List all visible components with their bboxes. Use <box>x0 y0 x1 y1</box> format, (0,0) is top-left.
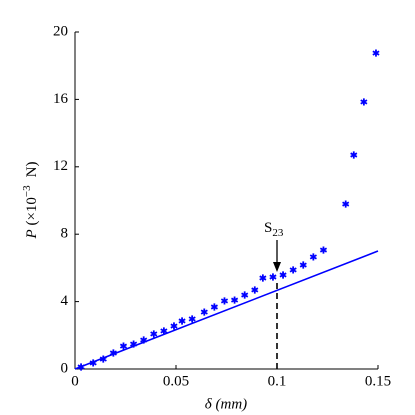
data-point <box>342 200 350 208</box>
data-point <box>99 355 107 363</box>
y-tick-label: 20 <box>53 23 68 39</box>
y-label-prefix: (×10 <box>24 197 40 225</box>
fit-line <box>74 250 379 370</box>
data-point <box>360 98 368 106</box>
data-point <box>299 261 307 269</box>
y-label-symbol: P <box>24 229 40 239</box>
data-point <box>150 330 158 338</box>
data-point <box>289 266 297 274</box>
data-point <box>269 273 277 281</box>
x-tick-label: 0.05 <box>163 373 189 389</box>
y-axis-label-text: P (×10−3 N) <box>21 162 41 240</box>
x-axis-label: δ (mm) <box>205 396 247 412</box>
data-point <box>140 336 148 344</box>
data-point <box>319 246 328 254</box>
data-point <box>279 271 287 279</box>
data-point <box>230 296 239 304</box>
y-tick-label: 16 <box>53 91 69 107</box>
annotation-subscript: 23 <box>272 227 284 239</box>
data-point <box>119 342 128 350</box>
data-point <box>350 151 358 159</box>
data-point <box>188 315 196 323</box>
data-point <box>309 253 317 261</box>
y-tick-label: 4 <box>61 293 69 309</box>
y-tick-label: 8 <box>61 226 69 242</box>
x-tick-label: 0.1 <box>268 373 287 389</box>
data-point <box>372 49 380 57</box>
annotation-text: S <box>264 220 272 236</box>
data-point <box>241 291 249 299</box>
data-point <box>259 274 267 282</box>
x-tick-label: 0.15 <box>365 373 391 389</box>
data-point <box>109 349 117 357</box>
data-point <box>160 327 168 335</box>
y-tick-label: 0 <box>61 360 69 376</box>
annotation-label: S23 <box>264 220 284 238</box>
data-point <box>200 308 208 316</box>
y-tick-label: 12 <box>53 158 68 174</box>
annotation-arrowhead <box>273 262 281 272</box>
data-point <box>251 286 259 294</box>
data-point <box>77 363 85 371</box>
data-point <box>220 297 229 305</box>
data-point <box>170 322 178 330</box>
y-axis-label: P (×10−3 N) <box>21 162 41 240</box>
data-point <box>89 359 97 367</box>
x-tick-label: 0 <box>71 373 79 389</box>
y-label-unit: N) <box>24 162 40 178</box>
data-point <box>129 340 138 348</box>
data-point <box>178 317 186 325</box>
y-label-exponent: −3 <box>21 185 33 197</box>
data-point <box>210 303 218 311</box>
